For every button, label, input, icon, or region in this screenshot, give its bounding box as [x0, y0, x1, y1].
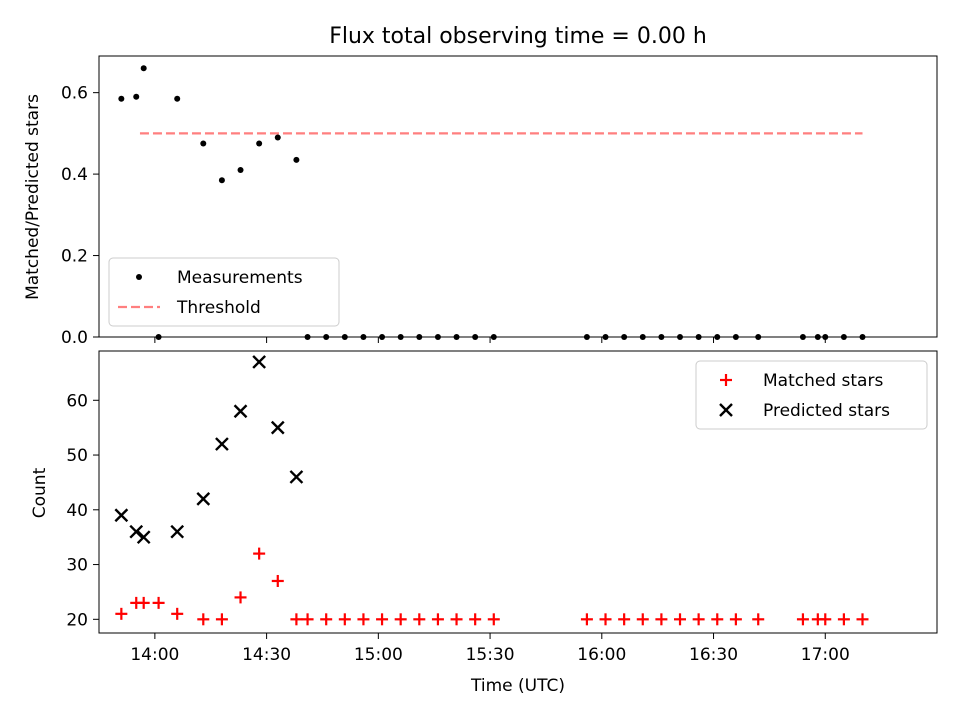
matched-star-point — [320, 613, 333, 626]
matched-star-point — [271, 574, 284, 587]
matched-star-point — [253, 547, 266, 560]
measurement-point — [274, 134, 281, 141]
top-y-tick-label: 0.2 — [61, 247, 88, 267]
matched-star-point — [692, 613, 705, 626]
matched-star-point — [856, 613, 869, 626]
measurement-point — [237, 167, 244, 174]
legend-threshold-label: Threshold — [176, 298, 261, 318]
bottom-plot-marks — [114, 355, 869, 626]
legend-matched-label: Matched stars — [763, 371, 883, 391]
matched-star-point — [729, 613, 742, 626]
predicted-star-point — [270, 420, 285, 435]
x-tick-label: 14:30 — [242, 645, 291, 665]
x-tick-label: 14:00 — [130, 645, 179, 665]
bottom-y-tick-label: 20 — [66, 610, 88, 630]
x-tick-label: 16:00 — [577, 645, 626, 665]
matched-star-point — [115, 607, 128, 620]
top-plot-frame — [98, 55, 938, 338]
matched-star-point — [338, 613, 351, 626]
top-y-axis-label: Matched/Predicted stars — [23, 94, 43, 300]
matched-star-point — [357, 613, 370, 626]
matched-star-point — [137, 596, 150, 609]
measurement-point — [256, 140, 263, 147]
matched-star-point — [655, 613, 668, 626]
bottom-y-tick-label: 30 — [66, 556, 88, 576]
matched-star-point — [171, 607, 184, 620]
matched-star-point — [636, 613, 649, 626]
matched-star-point — [301, 613, 314, 626]
chart-title: Flux total observing time = 0.00 h — [329, 24, 707, 49]
top-plot-marks — [118, 65, 866, 340]
top-y-tick-label: 0.4 — [61, 165, 88, 185]
predicted-star-point — [136, 530, 151, 545]
matched-star-point — [197, 613, 210, 626]
matched-star-point — [796, 613, 809, 626]
top-legend: Measurements Threshold — [108, 257, 340, 327]
measurement-point — [200, 140, 207, 147]
top-y-tick-label: 0.0 — [61, 328, 88, 348]
x-tick-label: 17:00 — [801, 645, 850, 665]
matched-star-point — [837, 613, 850, 626]
matched-star-point — [152, 596, 165, 609]
bottom-y-tick-label: 60 — [66, 391, 88, 411]
top-legend-box — [108, 257, 340, 327]
bottom-legend-box — [695, 360, 928, 430]
star-count-panel: Count Time (UTC) 20 30 40 50 60 14:00 14:30 15… — [30, 350, 938, 696]
predicted-star-point — [170, 524, 185, 539]
matched-star-point — [290, 613, 303, 626]
matched-star-point — [752, 613, 765, 626]
predicted-star-point — [215, 437, 229, 451]
bottom-legend: Matched stars Predicted stars — [695, 360, 928, 430]
legend-matched-marker — [720, 374, 732, 386]
measurement-point — [293, 156, 300, 163]
bottom-x-axis: 14:00 14:30 15:00 15:30 16:00 16:30 17:00 — [130, 633, 850, 665]
matched-star-point — [819, 613, 832, 626]
predicted-star-point — [196, 491, 211, 506]
matched-star-point — [431, 613, 444, 626]
predicted-star-point — [233, 404, 248, 419]
matched-star-point — [450, 613, 463, 626]
matched-star-point — [711, 613, 724, 626]
top-y-tick-label: 0.6 — [61, 84, 88, 104]
legend-predicted-label: Predicted stars — [763, 401, 890, 421]
matched-star-point — [599, 613, 612, 626]
bottom-y-axis-label: Count — [30, 467, 50, 518]
legend-measurements-marker — [136, 274, 142, 280]
predicted-star-point — [252, 355, 266, 369]
predicted-star-point — [289, 470, 304, 484]
x-tick-label: 15:00 — [354, 645, 403, 665]
bottom-y-tick-label: 40 — [66, 501, 88, 521]
matched-star-point — [376, 613, 389, 626]
matched-star-point — [674, 613, 687, 626]
matched-star-point — [618, 613, 631, 626]
measurement-point — [174, 95, 181, 102]
matched-star-point — [469, 613, 482, 626]
flux-ratio-panel: Flux total observing time = 0.00 h Match… — [23, 24, 938, 348]
matched-star-point — [234, 591, 247, 604]
measurement-point — [133, 93, 140, 100]
x-tick-label: 15:30 — [466, 645, 515, 665]
predicted-star-point — [114, 508, 129, 523]
x-tick-label: 16:30 — [689, 645, 738, 665]
x-axis-label: Time (UTC) — [470, 676, 565, 696]
top-y-axis: 0.0 0.2 0.4 0.6 — [61, 84, 99, 348]
measurement-point — [218, 177, 225, 184]
matched-star-point — [413, 613, 426, 626]
measurement-point — [140, 65, 147, 72]
measurement-point — [118, 95, 125, 102]
bottom-y-tick-label: 50 — [66, 446, 88, 466]
legend-predicted-marker — [719, 403, 733, 417]
matched-star-point — [394, 613, 407, 626]
bottom-plot-frame — [98, 350, 938, 634]
matched-star-point — [487, 613, 500, 626]
legend-measurements-label: Measurements — [177, 268, 303, 288]
predicted-star-point — [129, 524, 144, 539]
matched-star-point — [215, 613, 228, 626]
bottom-y-axis: 20 30 40 50 60 — [66, 391, 99, 630]
matched-star-point — [580, 613, 593, 626]
